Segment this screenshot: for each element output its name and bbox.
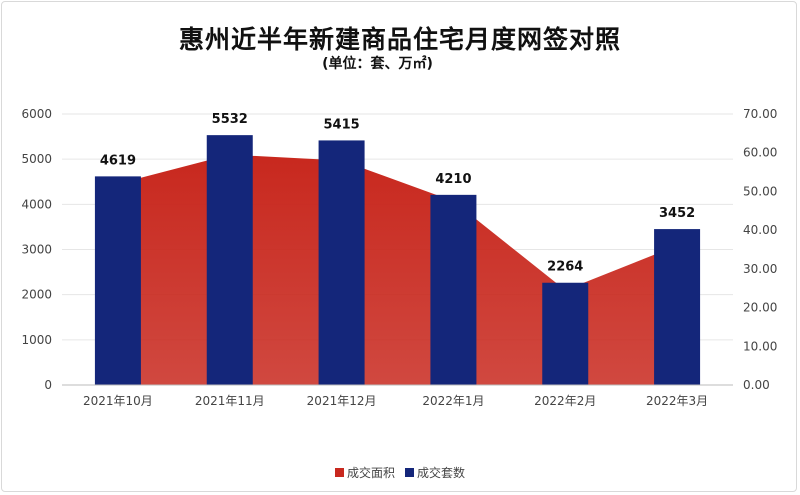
bar-value-label: 4210	[435, 172, 471, 187]
y-left-tick-label: 2000	[21, 288, 52, 302]
x-tick-label: 2022年3月	[646, 394, 708, 408]
y-left-tick-label: 1000	[21, 333, 52, 347]
chart-title: 惠州近半年新建商品住宅月度网签对照	[178, 25, 621, 54]
y-left-tick-label: 0	[44, 378, 52, 392]
bar-2021年10月	[94, 176, 141, 385]
bar-2022年1月	[430, 194, 477, 385]
bar-value-label: 5532	[212, 112, 248, 127]
y-right-tick-label: 50.00	[743, 184, 777, 198]
legend-label-area: 成交面积	[346, 466, 395, 480]
y-right-tick-label: 10.00	[743, 339, 777, 353]
x-tick-label: 2022年2月	[534, 394, 596, 408]
y-left-tick-label: 6000	[21, 107, 52, 121]
x-tick-label: 2021年11月	[195, 394, 265, 408]
y-right-tick-label: 70.00	[743, 107, 777, 121]
y-right-tick-label: 20.00	[743, 301, 777, 315]
bar-value-label: 5415	[323, 117, 359, 132]
y-right-tick-label: 60.00	[743, 146, 777, 160]
bar-value-label: 3452	[659, 206, 695, 221]
y-left-tick-label: 3000	[21, 243, 52, 257]
legend-swatch-bars	[405, 468, 414, 477]
bar-2021年12月	[318, 140, 365, 385]
bar-2022年3月	[654, 229, 701, 385]
bar-2022年2月	[542, 282, 589, 385]
x-tick-label: 2022年1月	[422, 394, 484, 408]
y-right-tick-label: 30.00	[743, 262, 777, 276]
legend-item-area: 成交面积	[334, 464, 395, 481]
y-right-tick-label: 0.00	[743, 378, 770, 392]
legend: 成交面积 成交套数	[0, 464, 800, 481]
y-left-tick-label: 5000	[21, 152, 52, 166]
x-tick-label: 2021年12月	[307, 394, 377, 408]
legend-item-bars: 成交套数	[405, 464, 465, 481]
y-left-tick-label: 4000	[21, 197, 52, 211]
y-right-tick-label: 40.00	[743, 223, 777, 237]
legend-label-bars: 成交套数	[417, 466, 466, 480]
bar-2021年11月	[206, 135, 253, 385]
chart-subtitle: (单位：套、万㎡)	[322, 56, 433, 72]
bar-value-label: 4619	[100, 153, 136, 168]
area-series-成交面积	[117, 154, 678, 385]
x-tick-label: 2021年10月	[83, 394, 153, 408]
bar-value-label: 2264	[547, 260, 583, 275]
legend-swatch-area	[334, 468, 344, 477]
